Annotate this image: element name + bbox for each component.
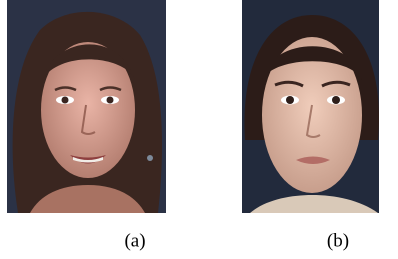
caption-b: (b) — [327, 230, 349, 251]
caption-a: (a) — [124, 230, 145, 251]
photo-b — [242, 0, 379, 213]
photo-a — [7, 0, 166, 213]
figure: (a) (b) — [0, 0, 398, 259]
page: (a) (b) — [0, 0, 398, 259]
